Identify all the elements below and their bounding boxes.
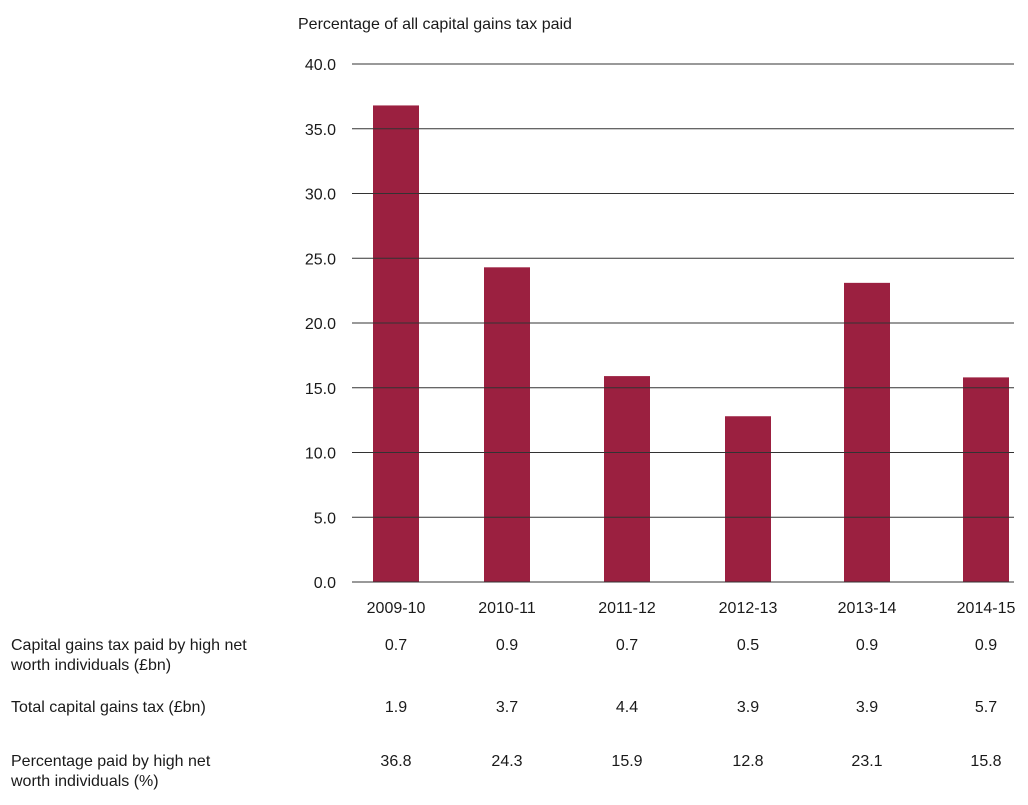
table-cell: 0.9 <box>495 637 519 654</box>
table-cell: 15.8 <box>970 753 1002 770</box>
x-tick-label: 2011-12 <box>598 600 656 617</box>
table-cell: 5.7 <box>974 699 998 716</box>
bar <box>844 282 890 582</box>
table-cell: 0.9 <box>855 637 879 654</box>
y-tick-label: 40.0 <box>305 57 336 74</box>
table-cell: 3.7 <box>495 699 519 716</box>
y-tick-label: 10.0 <box>305 446 336 463</box>
y-tick-label: 0.0 <box>314 575 336 592</box>
x-tick-label: 2013-14 <box>838 600 897 617</box>
table-cell: 0.7 <box>384 637 408 654</box>
table-cell: 3.9 <box>855 699 879 716</box>
y-tick-label: 35.0 <box>305 122 336 139</box>
table-cell: 0.7 <box>615 637 639 654</box>
row-label-hnw-cgt: Capital gains tax paid by high net worth… <box>11 637 247 674</box>
chart-title: Percentage of all capital gains tax paid <box>298 16 572 33</box>
table-cell: 23.1 <box>851 753 883 770</box>
bar-chart: 0.0 5.0 10.0 15.0 20.0 25.0 30.0 35.0 40.0 2009-1… <box>305 57 1016 617</box>
table-cell: 36.8 <box>380 753 412 770</box>
bar <box>373 105 419 582</box>
y-tick-label: 30.0 <box>305 187 336 204</box>
x-tick-label: 2012-13 <box>719 600 778 617</box>
bar <box>725 416 771 582</box>
x-tick-label: 2009-10 <box>367 600 426 617</box>
y-tick-label: 20.0 <box>305 316 336 333</box>
y-tick-label: 15.0 <box>305 381 336 398</box>
x-tick-label: 2010-11 <box>478 600 536 617</box>
x-tick-label: 2014-15 <box>957 600 1016 617</box>
table-cell: 0.9 <box>974 637 998 654</box>
table-cell: 12.8 <box>732 753 764 770</box>
table-cell: 24.3 <box>491 753 523 770</box>
row-label-total-cgt: Total capital gains tax (£bn) <box>11 699 206 716</box>
table-cell: 4.4 <box>615 699 639 716</box>
y-tick-label: 25.0 <box>305 251 336 268</box>
table-cell: 1.9 <box>384 699 408 716</box>
table-cell: 0.5 <box>736 637 760 654</box>
y-tick-label: 5.0 <box>314 510 336 527</box>
row-label-percentage: Percentage paid by high net worth indivi… <box>11 753 211 790</box>
bar <box>604 376 650 582</box>
bar <box>963 377 1009 582</box>
table-cell: 15.9 <box>611 753 643 770</box>
table-cell: 3.9 <box>736 699 760 716</box>
bar <box>484 267 530 582</box>
